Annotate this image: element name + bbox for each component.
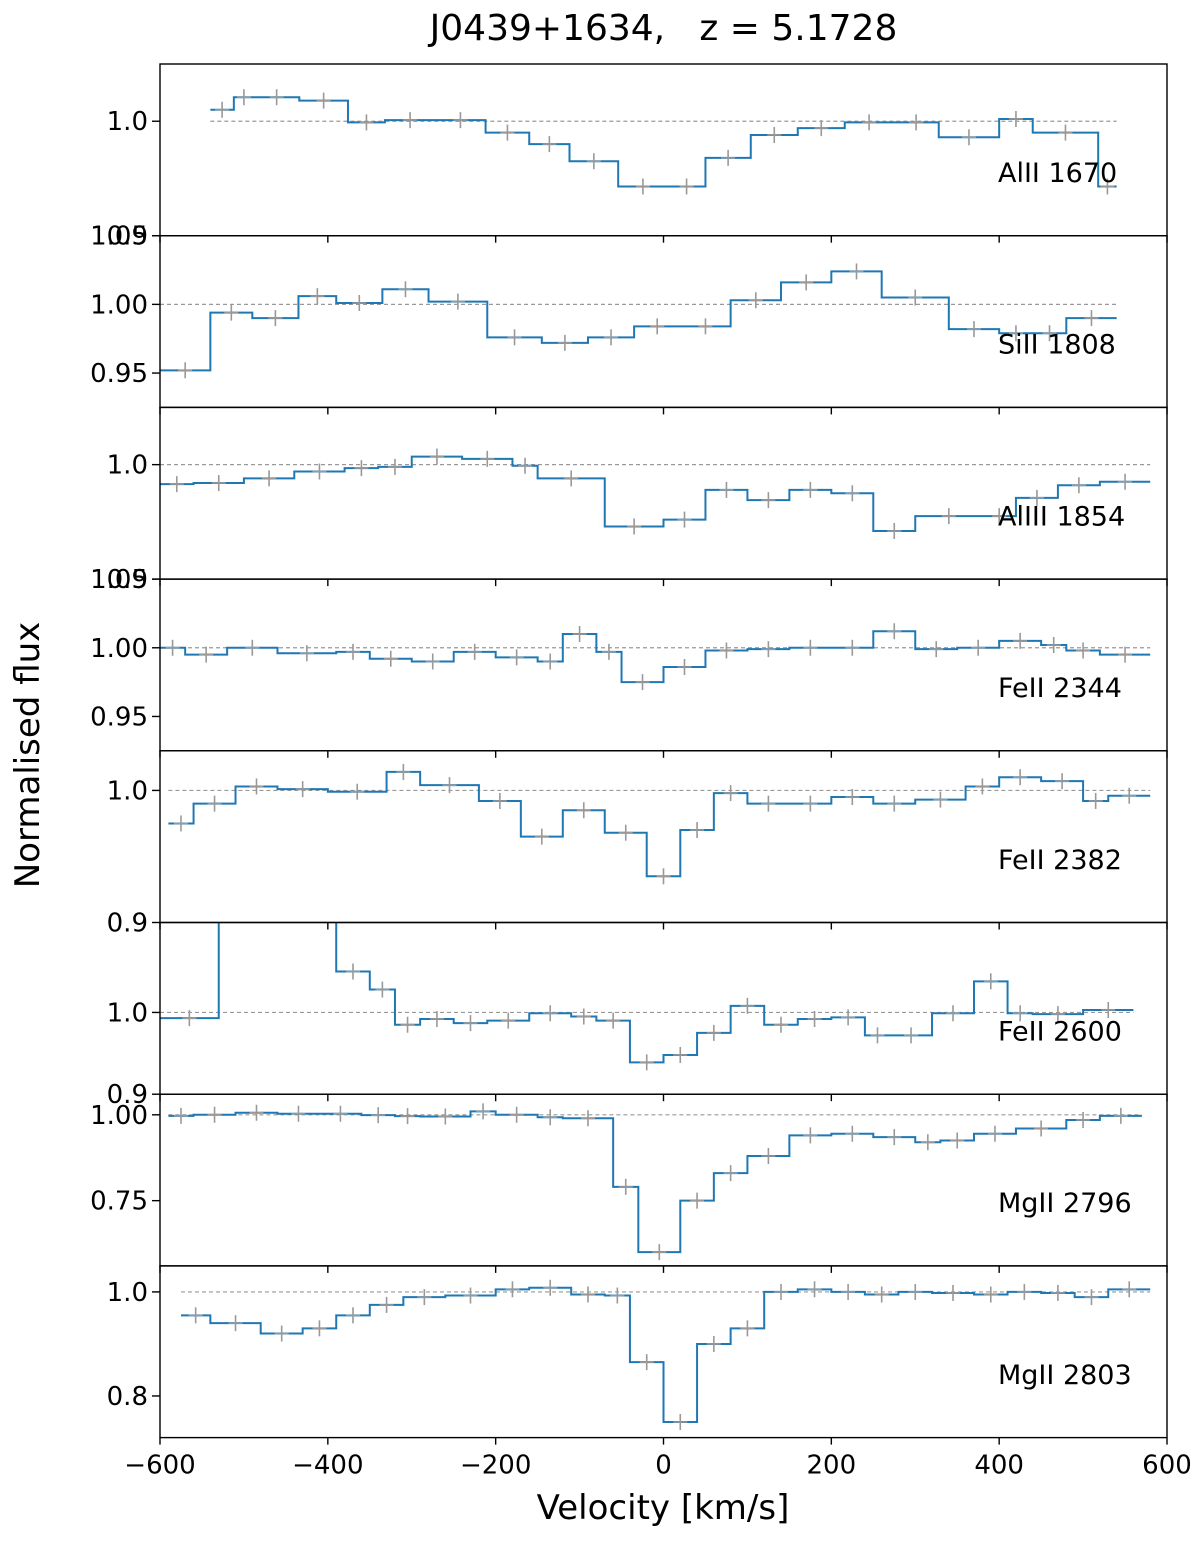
- x-tick-label: −400: [292, 1451, 363, 1481]
- y-tick-label: 1.0: [107, 776, 148, 806]
- flux-step-line: [180, 1286, 1151, 1423]
- panel-line-label: MgII 2796: [998, 1188, 1132, 1219]
- flux-step-line: [210, 96, 1117, 188]
- panel-line-label: FeII 2344: [998, 673, 1122, 704]
- y-tick-label: 1.0: [107, 107, 148, 137]
- x-tick-label: 0: [655, 1451, 672, 1481]
- panel-frame: [159, 63, 1168, 237]
- panel-line-label: FeII 2600: [998, 1017, 1122, 1048]
- x-tick-label: −200: [460, 1451, 531, 1481]
- y-tick-label: 1.00: [90, 1101, 148, 1131]
- y-tick-label: 0.95: [90, 359, 148, 389]
- panel-plot-area: [168, 1103, 1142, 1261]
- y-tick-label: 0.95: [90, 702, 148, 732]
- flux-step-line: [160, 630, 1151, 684]
- x-tick-label: 200: [807, 1451, 857, 1481]
- y-tick-label: 1.00: [90, 290, 148, 320]
- x-tick-label: 400: [974, 1451, 1024, 1481]
- panel-line-label: FeII 2382: [998, 845, 1122, 876]
- panel-frame: [159, 1093, 1168, 1267]
- y-tick-label: 0.9: [107, 222, 148, 252]
- flux-step-line: [160, 270, 1117, 372]
- panel-plot-area: [160, 623, 1151, 691]
- panel-plot-area: [180, 1279, 1151, 1430]
- x-tick-label: −600: [124, 1451, 195, 1481]
- panel-plot-area: [168, 763, 1151, 885]
- y-tick-label: 0.75: [90, 1187, 148, 1217]
- x-axis-label: Velocity [km/s]: [536, 1488, 790, 1528]
- y-tick-label: 1.05: [90, 222, 148, 252]
- panel-plot-area: [160, 448, 1151, 540]
- y-tick-label: 0.9: [107, 909, 148, 939]
- panel-plot-area: [160, 263, 1117, 379]
- panel-line-label: MgII 2803: [998, 1360, 1132, 1391]
- panel-line-label: SiII 1808: [998, 330, 1116, 361]
- y-tick-label: 1.00: [90, 634, 148, 664]
- panel-line-label: AlII 1670: [998, 158, 1117, 189]
- flux-step-line: [160, 455, 1151, 533]
- flux-step-line: [168, 770, 1151, 878]
- y-tick-label: 0.9: [107, 1080, 148, 1110]
- panel-plot-area: [210, 89, 1117, 195]
- x-tick-label: 600: [1142, 1451, 1192, 1481]
- y-tick-label: 0.9: [107, 565, 148, 595]
- flux-step-line: [168, 1110, 1142, 1254]
- panel-frame: [159, 406, 1168, 580]
- panel-frame: [159, 921, 1168, 1095]
- panel-plot-area: [160, 922, 1134, 1071]
- panel-frame: [159, 234, 1168, 409]
- chart-title: J0439+1634, z = 5.1728: [429, 8, 898, 49]
- y-tick-label: 1.0: [107, 998, 148, 1028]
- flux-step-line: [160, 922, 1134, 1064]
- y-tick-label: 1.0: [107, 1278, 148, 1308]
- panel-frame: [159, 578, 1168, 752]
- y-tick-label: 1.0: [107, 451, 148, 481]
- y-tick-label: 1.05: [90, 565, 148, 595]
- panel-line-label: AlIII 1854: [998, 501, 1125, 532]
- y-tick-label: 0.8: [107, 1382, 148, 1412]
